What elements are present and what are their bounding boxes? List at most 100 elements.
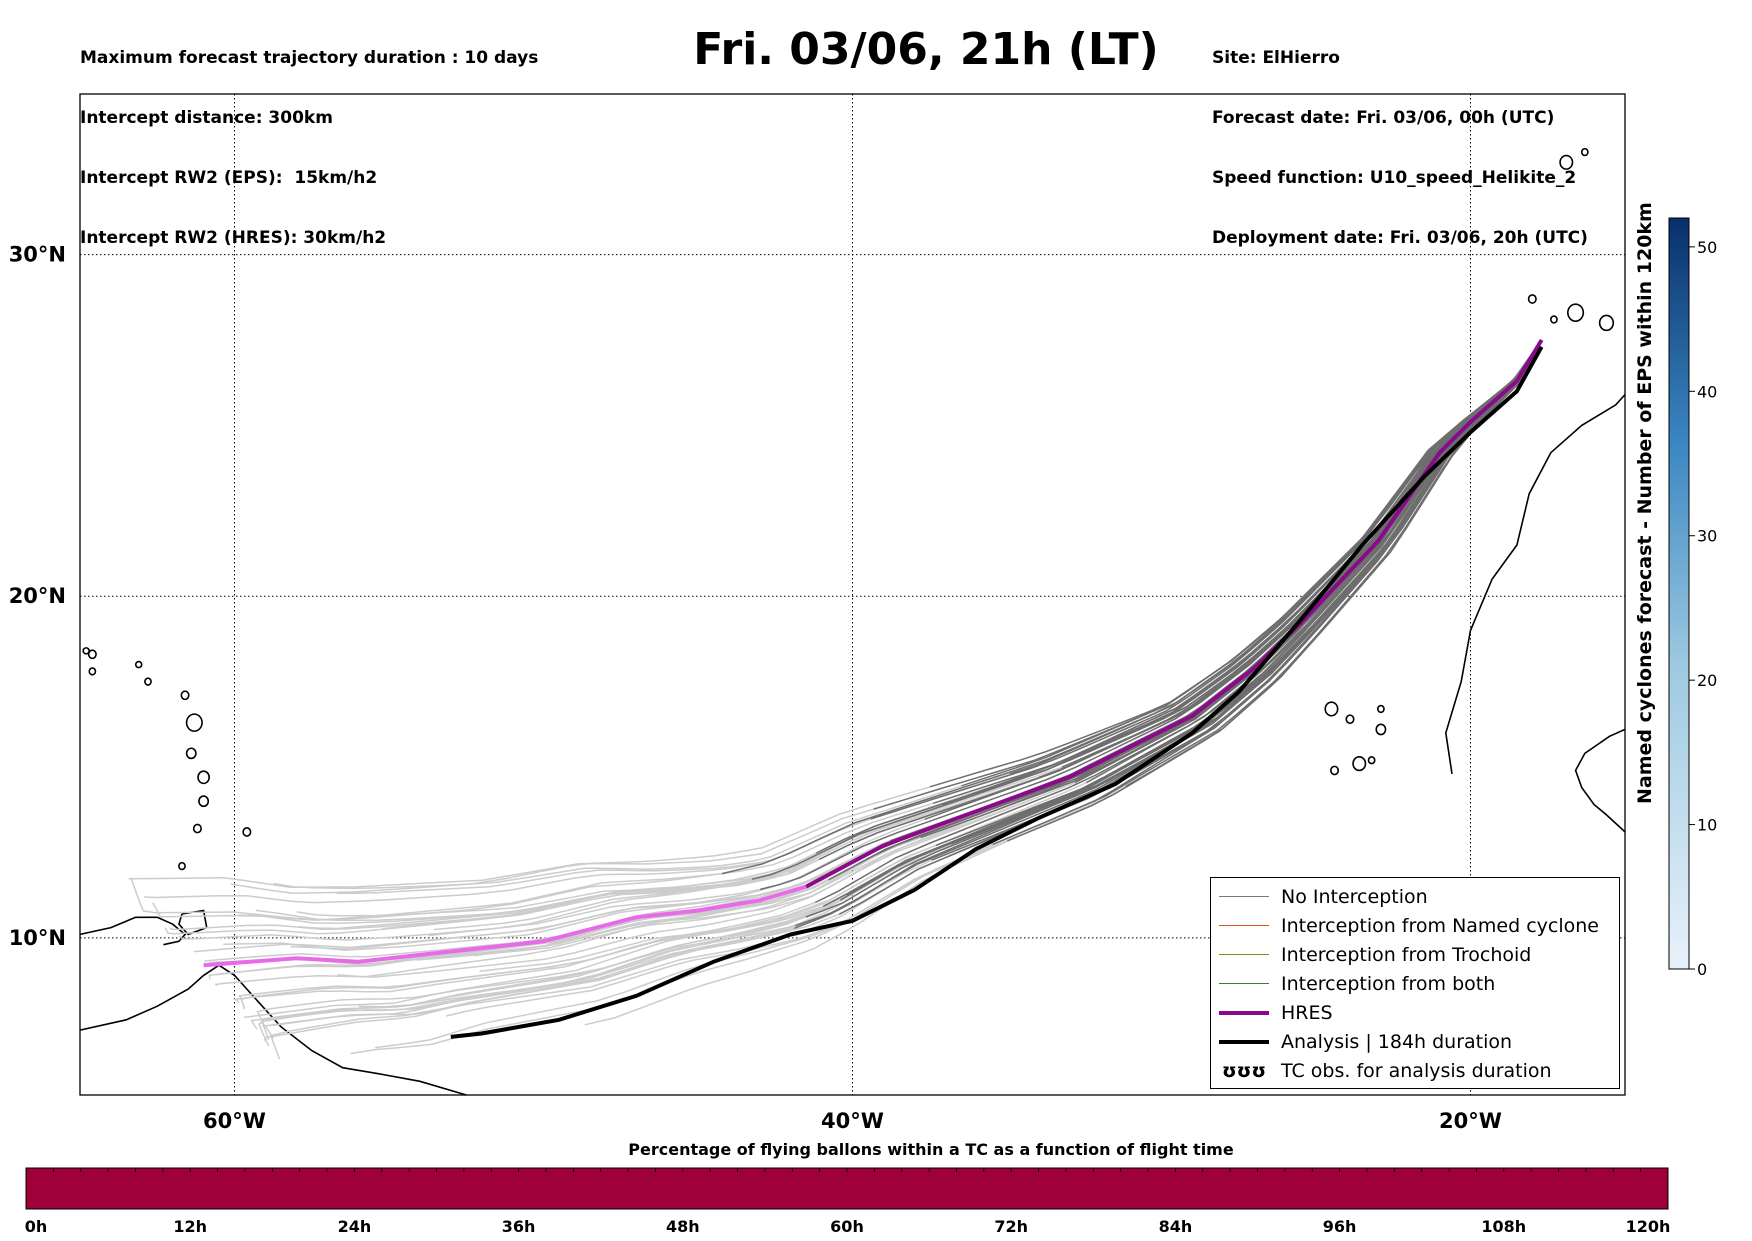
- eps-trajectory: [818, 339, 1543, 861]
- map-grid: [80, 94, 1625, 1095]
- colorbar-tick-label: 50: [1697, 238, 1717, 257]
- island: [1345, 714, 1355, 725]
- eps-trajectory: [1009, 339, 1543, 775]
- island: [197, 770, 210, 785]
- legend-label: No Interception: [1281, 885, 1428, 908]
- flight-time-tick-label: 60h: [830, 1217, 864, 1236]
- flight-time-bar: [25, 1167, 1669, 1210]
- legend-item-analysis: Analysis | 184h duration: [1219, 1027, 1512, 1056]
- lat-label: 20°N: [9, 584, 66, 608]
- legend: No Interception Interception from Named …: [1210, 877, 1620, 1089]
- legend-item-both: Interception from both: [1219, 969, 1495, 998]
- legend-label: Interception from Named cyclone: [1281, 914, 1599, 937]
- legend-item-trochoid: Interception from Trochoid: [1219, 940, 1531, 969]
- legend-item-named-cyclone: Interception from Named cyclone: [1219, 911, 1599, 940]
- header-line: Site: ElHierro: [1212, 48, 1340, 68]
- legend-label: Interception from both: [1281, 972, 1496, 995]
- eps-trajectory: [916, 339, 1543, 834]
- legend-line: [1219, 925, 1269, 926]
- eps-trajectory: [337, 810, 994, 978]
- flight-time-tick-label: 24h: [337, 1217, 372, 1236]
- eps-trajectory: [1125, 339, 1543, 787]
- legend-label: Interception from Trochoid: [1281, 943, 1532, 966]
- lon-label: 60°W: [203, 1109, 266, 1133]
- colorbar-tick-label: 0: [1697, 960, 1707, 979]
- flight-time-tick-label: 12h: [173, 1217, 208, 1236]
- eps-trajectory: [178, 888, 761, 941]
- island: [1324, 701, 1339, 717]
- hres-trajectory: [805, 338, 1544, 889]
- eps-trajectory: [214, 879, 830, 987]
- eps-trajectory: [992, 339, 1543, 846]
- eps-trajectory: [721, 339, 1543, 875]
- eps-trajectory: [263, 859, 932, 1042]
- legend-item-tc-obs: ʊʊʊ TC obs. for analysis duration: [1219, 1056, 1552, 1085]
- eps-trajectories-light: [128, 761, 1127, 1060]
- eps-trajectory: [244, 844, 937, 1019]
- header-line: Intercept RW2 (EPS): 15km/h2: [80, 168, 378, 188]
- eps-trajectory: [838, 339, 1543, 915]
- axis-labels: 30°N 20°N 10°N 60°W 40°W 20°W: [9, 243, 1502, 1133]
- flight-time-tick-label: 0h: [24, 1217, 48, 1236]
- colorbar-tick-label: 40: [1697, 382, 1717, 401]
- coastline: [79, 916, 187, 946]
- colorbar: [1668, 217, 1690, 970]
- lat-label: 30°N: [9, 243, 66, 267]
- eps-trajectory: [972, 339, 1543, 802]
- island: [1330, 765, 1340, 776]
- eps-trajectory: [960, 339, 1543, 817]
- island: [134, 660, 143, 669]
- eps-trajectory: [256, 924, 796, 1041]
- colorbar-tick-label: 10: [1697, 816, 1717, 835]
- colorbar-tick-label: 30: [1697, 527, 1717, 546]
- flight-time-tick-label: 48h: [665, 1217, 700, 1236]
- island: [242, 827, 252, 837]
- eps-trajectory: [1058, 339, 1543, 783]
- island: [198, 795, 210, 808]
- header-line: Speed function: U10_speed_Helikite_2: [1212, 168, 1577, 188]
- island: [1580, 147, 1589, 157]
- island: [1527, 294, 1537, 304]
- eps-trajectory: [273, 785, 962, 890]
- island: [88, 667, 97, 676]
- island: [1376, 704, 1385, 714]
- eps-trajectory: [814, 339, 1543, 904]
- header-left-info: Maximum forecast trajectory duration : 1…: [80, 8, 538, 268]
- eps-trajectory: [250, 899, 841, 1030]
- eps-trajectory: [144, 818, 872, 904]
- legend-item-no-interception: No Interception: [1219, 882, 1428, 911]
- colorbar-ticks: 0 10 20 30 40 50: [1689, 238, 1717, 979]
- flight-time-tick-label: 96h: [1322, 1217, 1357, 1236]
- eps-trajectory: [960, 339, 1543, 840]
- eps-trajectory: [941, 339, 1543, 806]
- eps-trajectory: [446, 811, 1070, 1017]
- lon-label: 20°W: [1439, 1109, 1502, 1133]
- header-line: Intercept RW2 (HRES): 30km/h2: [80, 228, 387, 248]
- legend-line: [1219, 954, 1269, 955]
- eps-trajectory: [920, 339, 1543, 839]
- coastlines: [79, 147, 1626, 1096]
- header-line: Intercept distance: 300km: [80, 108, 333, 128]
- eps-trajectory: [1079, 339, 1543, 774]
- eps-trajectory: [350, 843, 993, 1055]
- main-trajectories: [203, 338, 1544, 1039]
- eps-trajectory: [1074, 339, 1543, 784]
- eps-trajectory: [1038, 339, 1543, 779]
- eps-trajectory: [890, 339, 1543, 842]
- eps-trajectory: [961, 339, 1543, 787]
- eps-trajectory: [1061, 339, 1543, 763]
- header-right-info: Site: ElHierro Forecast date: Fri. 03/06…: [1212, 8, 1588, 268]
- coastline: [79, 964, 467, 1096]
- island: [144, 677, 152, 686]
- hres-trajectory-late: [203, 884, 807, 968]
- legend-line: [1219, 983, 1269, 984]
- legend-line: [1219, 1039, 1269, 1044]
- eps-trajectory: [1061, 339, 1543, 768]
- legend-item-hres: HRES: [1219, 998, 1333, 1027]
- island: [180, 690, 190, 701]
- island: [185, 713, 203, 732]
- flight-time-tick-label: 84h: [1158, 1217, 1193, 1236]
- island: [1567, 303, 1585, 322]
- island: [185, 747, 197, 760]
- island: [82, 647, 90, 655]
